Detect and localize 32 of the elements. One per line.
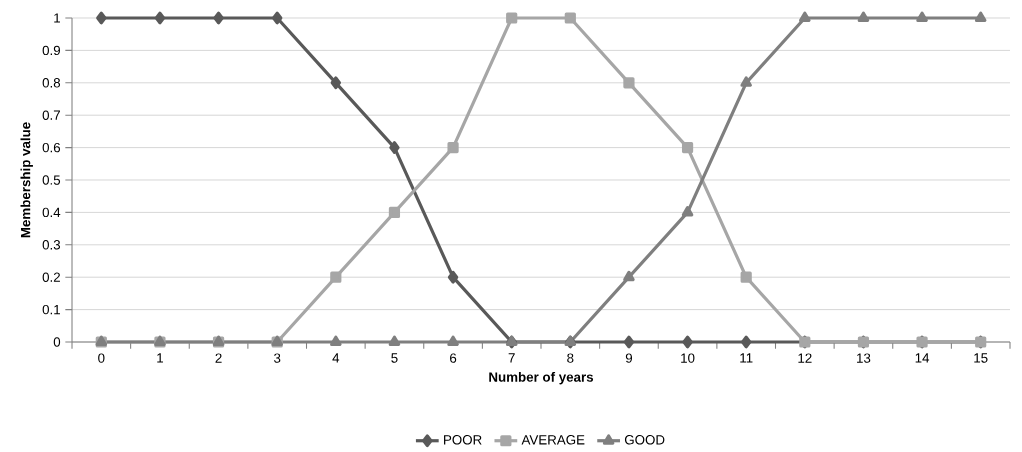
x-tick-label: 4 bbox=[332, 353, 340, 363]
legend-label: POOR bbox=[444, 435, 482, 445]
legend-label: AVERAGE bbox=[521, 435, 585, 445]
x-tick-label: 13 bbox=[857, 353, 871, 363]
y-tick-label: 0.9 bbox=[42, 45, 61, 56]
y-tick-label: 0 bbox=[53, 337, 61, 347]
legend-label: GOOD bbox=[624, 435, 665, 445]
x-tick-label: 0 bbox=[98, 353, 105, 363]
y-tick-label: 0.2 bbox=[42, 272, 60, 283]
y-tick-label: 0.6 bbox=[42, 143, 61, 153]
x-tick-label: 1 bbox=[157, 353, 164, 363]
y-tick-label: 0.3 bbox=[42, 240, 61, 250]
x-tick-label: 10 bbox=[681, 353, 695, 363]
x-tick-label: 11 bbox=[740, 353, 753, 363]
x-tick-label: 9 bbox=[625, 353, 633, 363]
x-tick-label: 2 bbox=[215, 353, 222, 363]
x-tick-label: 6 bbox=[450, 353, 457, 363]
y-tick-label: 1 bbox=[54, 13, 60, 23]
y-tick-label: 0.5 bbox=[42, 175, 61, 185]
y-tick-label: 0.4 bbox=[42, 207, 61, 218]
x-tick-label: 15 bbox=[974, 353, 988, 363]
x-tick-label: 5 bbox=[391, 353, 398, 363]
x-tick-label: 14 bbox=[915, 353, 930, 363]
x-tick-label: 12 bbox=[798, 353, 812, 363]
y-tick-label: 0.7 bbox=[42, 110, 60, 121]
x-tick-label: 7 bbox=[508, 353, 515, 363]
y-tick-label: 0.8 bbox=[42, 78, 61, 88]
y-axis-title: Membership value bbox=[20, 122, 33, 238]
x-tick-label: 3 bbox=[273, 353, 281, 363]
x-tick-label: 8 bbox=[567, 353, 574, 363]
x-axis-title: Number of years bbox=[489, 372, 594, 385]
y-tick-label: 0.1 bbox=[42, 305, 60, 315]
